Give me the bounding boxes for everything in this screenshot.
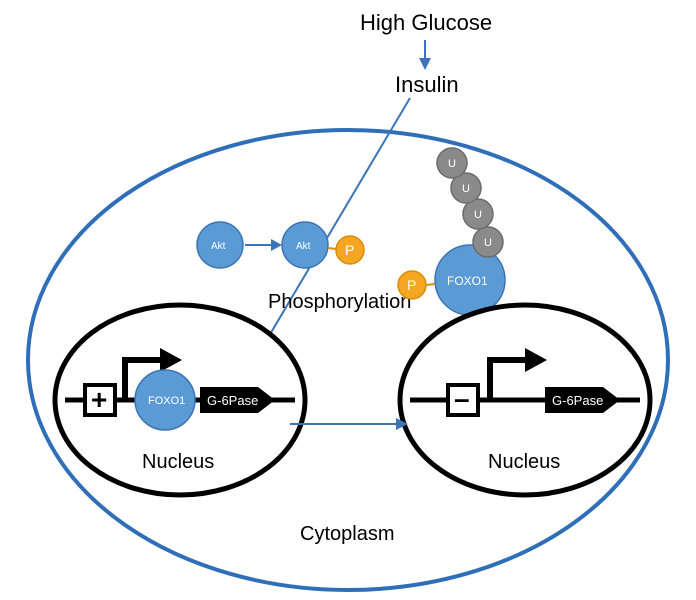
insulin-label: Insulin xyxy=(395,72,459,97)
u2: U xyxy=(474,209,482,221)
sign-plus: + xyxy=(91,384,107,415)
cytoplasm-label: Cytoplasm xyxy=(300,523,394,545)
foxo1-cytoplasm-label: FOXO1 xyxy=(447,274,488,288)
phospho-akt-label: P xyxy=(345,242,354,258)
nucleus-left-label: Nucleus xyxy=(142,451,214,473)
akt-p-connector xyxy=(328,248,336,249)
nucleus-right-label: Nucleus xyxy=(488,451,560,473)
akt-inactive-label: Akt xyxy=(211,241,226,252)
akt-active: Akt xyxy=(282,222,328,268)
u3: U xyxy=(462,183,470,195)
g6pase-left-label: G-6Pase xyxy=(207,393,258,408)
akt-active-label: Akt xyxy=(296,241,311,252)
akt-inactive: Akt xyxy=(197,222,243,268)
foxo-p-connector xyxy=(426,284,435,285)
phospho-foxo-label: P xyxy=(407,277,416,293)
diagram-canvas: High Glucose Insulin Akt Akt P Phosphory… xyxy=(0,0,696,600)
foxo1-nuclear-label: FOXO1 xyxy=(148,395,185,407)
sign-minus: – xyxy=(454,383,470,414)
g6pase-right-label: G-6Pase xyxy=(552,393,603,408)
phospho-foxo: P xyxy=(398,271,426,299)
u4: U xyxy=(448,158,456,170)
phosphorylation-label: Phosphorylation xyxy=(268,291,411,313)
arrow-hg-to-insulin xyxy=(419,40,431,70)
phospho-akt: P xyxy=(336,236,364,264)
u1: U xyxy=(484,237,492,249)
high-glucose-label: High Glucose xyxy=(360,10,492,35)
